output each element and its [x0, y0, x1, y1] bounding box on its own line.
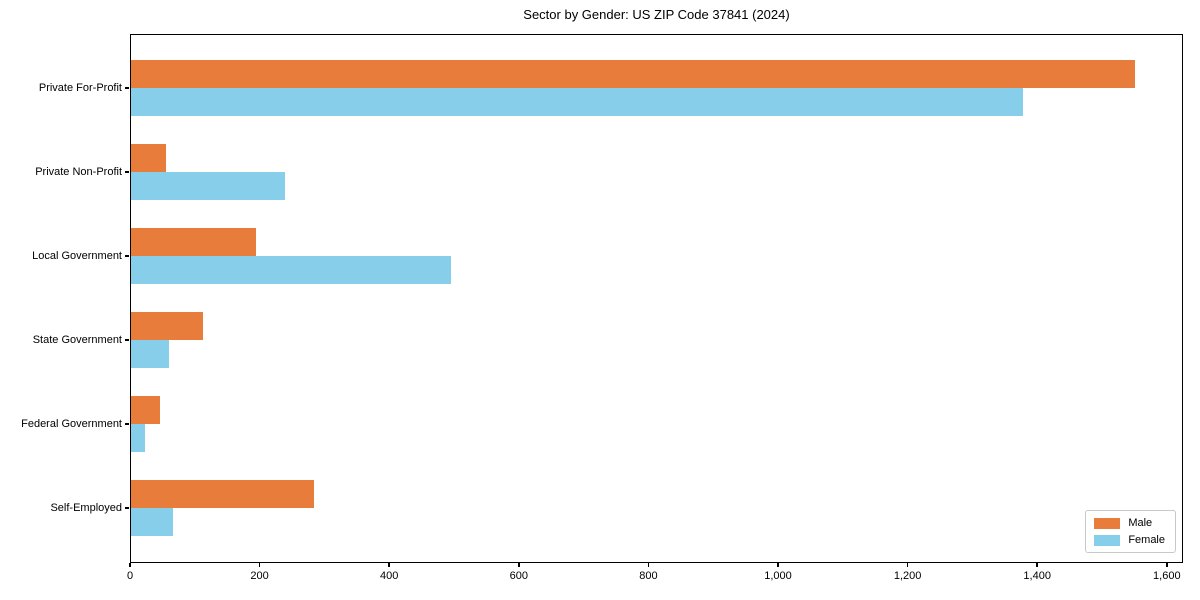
x-tick-label-1400: 1,400 [1023, 570, 1051, 582]
bar-male-local-government [131, 227, 257, 256]
y-tick-mark [125, 507, 129, 509]
x-tick-mark [906, 563, 909, 567]
chart-title: Sector by Gender: US ZIP Code 37841 (202… [523, 7, 790, 22]
y-tick-label-private-for-profit: Private For-Profit [38, 82, 122, 94]
y-tick-mark [125, 87, 129, 89]
y-tick-mark [125, 171, 129, 173]
x-tick-label-200: 200 [250, 570, 269, 582]
y-tick-label-local-government: Local Government [32, 250, 122, 262]
x-tick-mark [129, 563, 131, 567]
legend-item-male: Male [1094, 517, 1165, 529]
legend-label-female: Female [1128, 534, 1165, 546]
y-tick-label-federal-government: Federal Government [21, 418, 122, 430]
x-tick-mark [647, 563, 650, 567]
legend-swatch-male [1094, 517, 1121, 529]
legend: Male Female [1085, 510, 1176, 553]
plot-area: Male Female [130, 34, 1183, 563]
bar-male-private-non-profit [131, 143, 166, 172]
y-tick-label-self-employed: Self-Employed [50, 502, 122, 514]
x-tick-mark [777, 563, 779, 567]
bar-female-self-employed [131, 507, 174, 536]
x-tick-label-1600: 1,600 [1153, 570, 1181, 582]
bar-female-state-government [131, 339, 169, 368]
y-tick-label-private-non-profit: Private Non-Profit [35, 166, 122, 178]
bar-male-private-for-profit [131, 59, 1136, 88]
x-tick-label-0: 0 [126, 570, 134, 582]
bar-female-local-government [131, 255, 452, 284]
x-tick-mark [388, 563, 390, 567]
x-tick-label-800: 800 [639, 570, 658, 582]
y-tick-mark [125, 423, 129, 425]
x-tick-label-400: 400 [380, 570, 399, 582]
bar-female-private-for-profit [131, 87, 1024, 116]
x-tick-label-600: 600 [509, 570, 528, 582]
bar-male-federal-government [131, 395, 161, 424]
legend-label-male: Male [1128, 517, 1153, 529]
x-tick-mark [1036, 563, 1038, 567]
x-tick-mark [518, 563, 520, 567]
x-tick-label-1200: 1,200 [893, 570, 922, 582]
y-tick-label-state-government: State Government [32, 334, 122, 346]
x-tick-label-1000: 1,000 [764, 570, 792, 582]
y-tick-mark [125, 339, 129, 341]
bar-female-federal-government [131, 423, 145, 452]
bar-male-state-government [131, 311, 203, 340]
x-tick-mark [258, 563, 261, 567]
bar-male-self-employed [131, 479, 314, 508]
legend-item-female: Female [1094, 534, 1165, 546]
x-tick-mark [1166, 563, 1168, 567]
legend-swatch-female [1094, 534, 1121, 546]
bar-female-private-non-profit [131, 171, 285, 200]
y-tick-mark [125, 255, 129, 257]
